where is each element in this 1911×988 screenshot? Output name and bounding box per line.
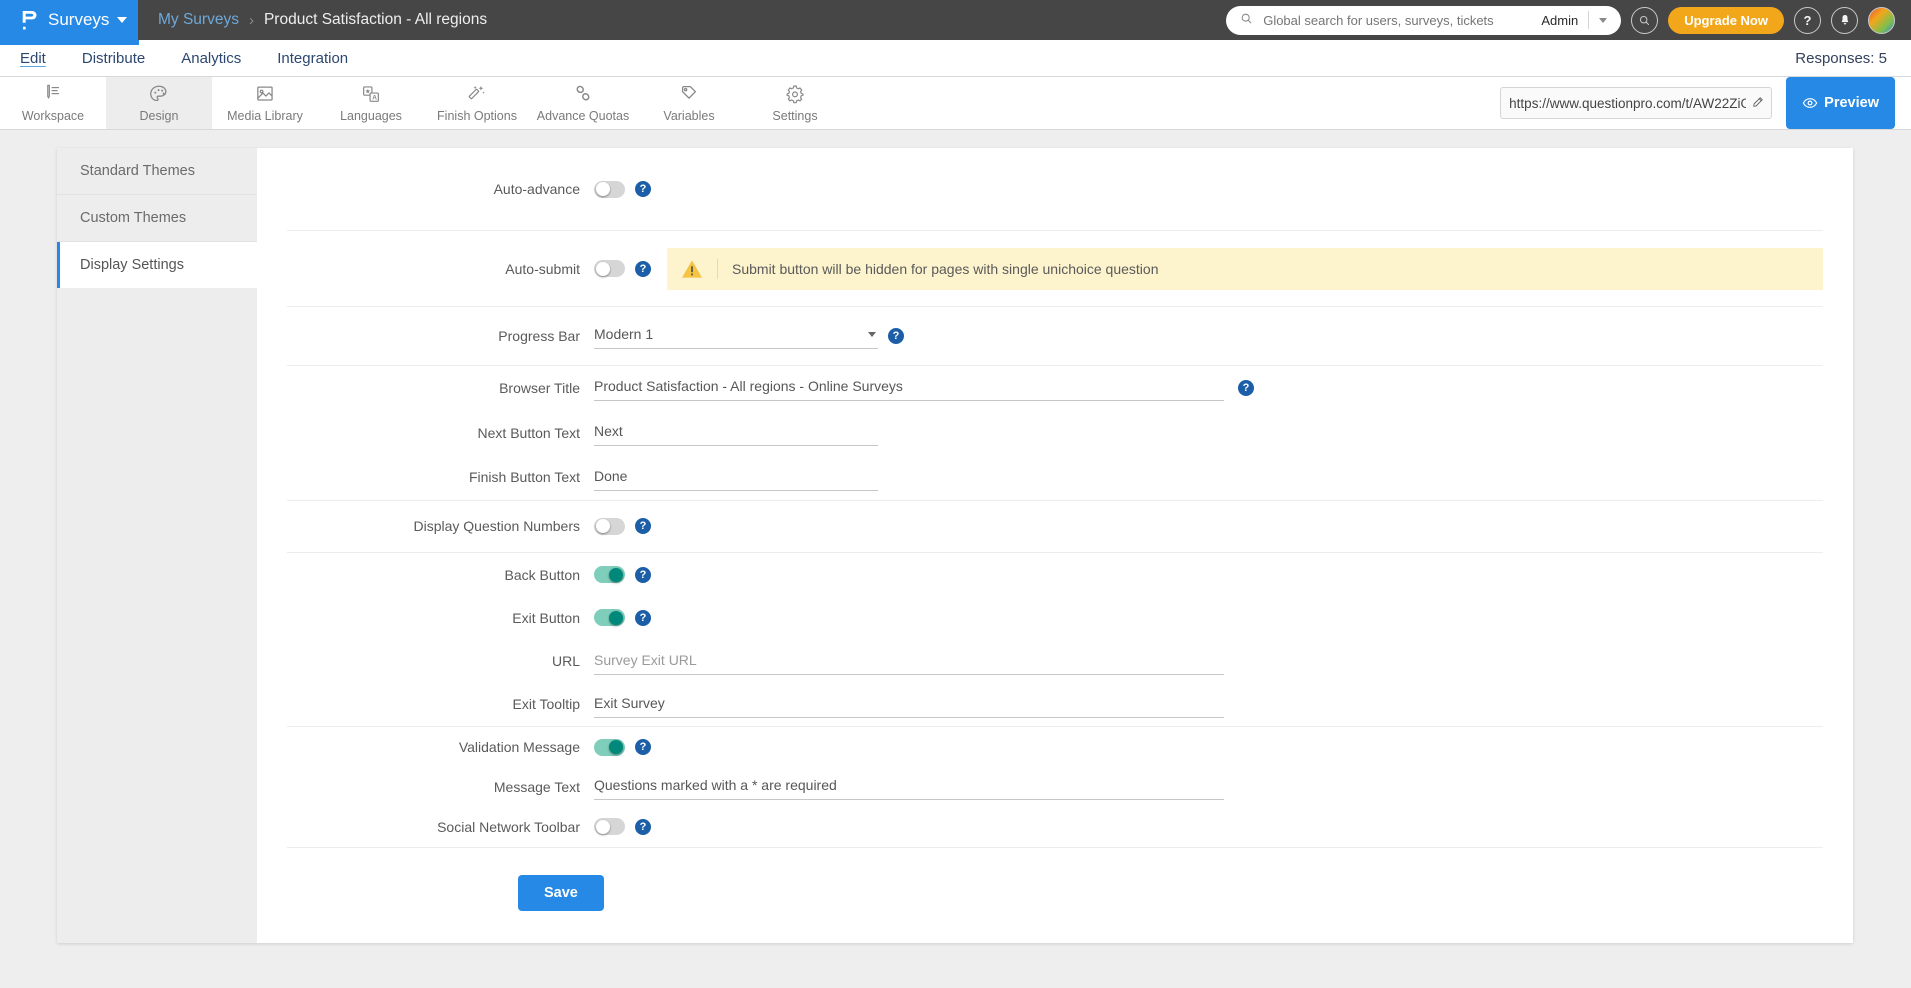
svg-text:A: A <box>372 94 377 101</box>
